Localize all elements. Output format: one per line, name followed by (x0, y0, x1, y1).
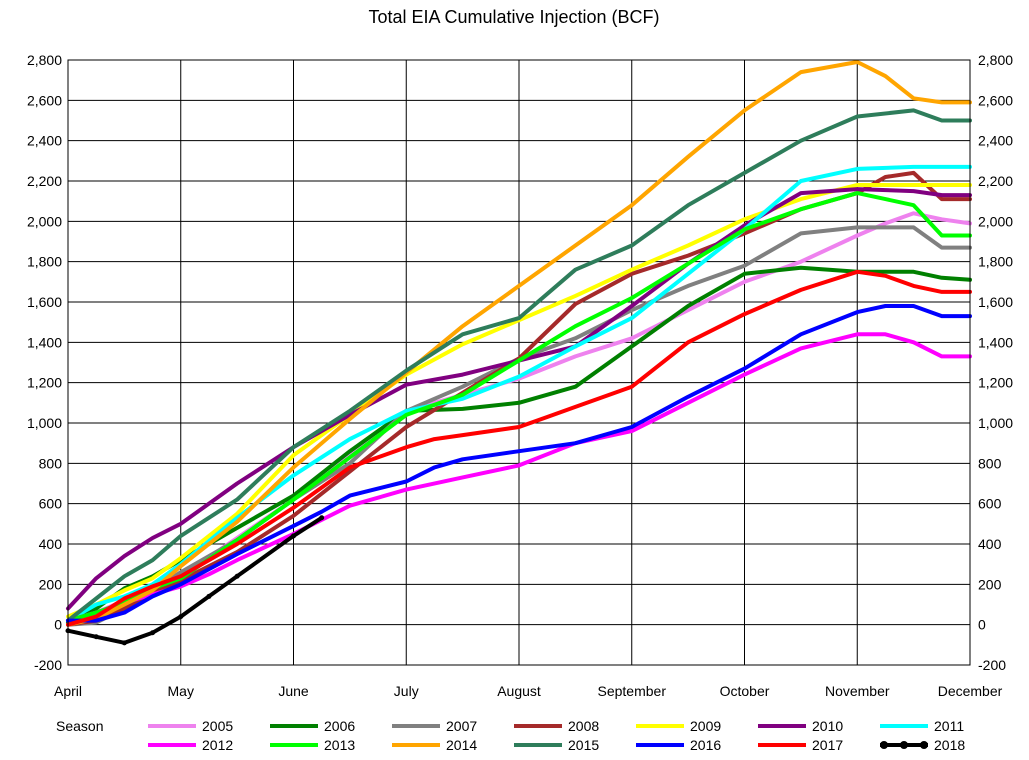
series-point-2018 (121, 640, 127, 646)
series-line-2016 (66, 304, 972, 623)
y-axis-right: -200 0 200 400 600 800 1,000 1,200 1,400 1,600 1,8… (978, 52, 1013, 673)
y-axis-left: -200 0 200 400 600 800 1,000 1,200 1,400 1,600 1,8… (27, 52, 62, 673)
x-tick-label: November (825, 683, 890, 699)
legend-label-2007: 2007 (446, 718, 477, 734)
y-tick-label-left: 2,200 (27, 173, 62, 189)
legend-label-2017: 2017 (812, 737, 843, 753)
y-tick-label-right: 2,200 (978, 173, 1013, 189)
legend-label-2018: 2018 (934, 737, 965, 753)
x-tick-label: August (497, 683, 541, 699)
legend-label-2013: 2013 (324, 737, 355, 753)
chart-title: Total EIA Cumulative Injection (BCF) (368, 7, 659, 27)
y-tick-label-right: 2,400 (978, 133, 1013, 149)
legend-label-2009: 2009 (690, 718, 721, 734)
legend-label-2012: 2012 (202, 737, 233, 753)
legend-marker (920, 741, 928, 749)
y-tick-label-right: 200 (978, 576, 1002, 592)
x-tick-label: April (54, 683, 82, 699)
y-tick-label-left: 400 (39, 536, 63, 552)
y-tick-label-left: 1,000 (27, 415, 62, 431)
legend-label-2016: 2016 (690, 737, 721, 753)
x-tick-label: December (938, 683, 1003, 699)
y-tick-label-right: 1,000 (978, 415, 1013, 431)
legend-label-2014: 2014 (446, 737, 477, 753)
y-tick-label-left: 600 (39, 496, 63, 512)
legend-label-2006: 2006 (324, 718, 355, 734)
x-tick-label: June (278, 683, 309, 699)
series-point-2018 (150, 630, 156, 636)
y-tick-label-left: 0 (54, 617, 62, 633)
y-tick-label-right: -200 (978, 657, 1006, 673)
y-tick-label-right: 0 (978, 617, 986, 633)
series-point-2018 (93, 634, 99, 640)
x-tick-label: May (168, 683, 194, 699)
legend-marker (900, 741, 908, 749)
legend-label-2005: 2005 (202, 718, 233, 734)
y-tick-label-left: 1,600 (27, 294, 62, 310)
y-tick-label-left: 2,600 (27, 92, 62, 108)
y-tick-label-left: 2,000 (27, 213, 62, 229)
y-tick-label-right: 1,800 (978, 254, 1013, 270)
series-line-2017 (66, 269, 972, 627)
y-tick-label-left: -200 (34, 657, 62, 673)
series-point-2018 (319, 515, 325, 521)
series-point-2018 (291, 533, 296, 539)
legend-label-2008: 2008 (568, 718, 599, 734)
series-line-2015 (66, 108, 972, 623)
y-tick-label-left: 1,400 (27, 334, 62, 350)
x-axis: April May June July August September October No… (54, 683, 1003, 699)
series-line-2010 (66, 187, 972, 611)
y-tick-label-right: 1,400 (978, 334, 1013, 350)
y-tick-label-right: 2,600 (978, 92, 1013, 108)
y-tick-label-right: 1,600 (978, 294, 1013, 310)
y-tick-label-right: 800 (978, 455, 1002, 471)
y-tick-label-right: 2,000 (978, 213, 1013, 229)
x-tick-label: September (598, 683, 667, 699)
series-line-2009 (66, 183, 972, 619)
x-tick-label: July (394, 683, 419, 699)
x-tick-label: October (720, 683, 770, 699)
series-point-2018 (206, 593, 212, 599)
y-tick-label-right: 2,800 (978, 52, 1013, 68)
plot-border (67, 59, 971, 666)
y-tick-label-right: 600 (978, 496, 1002, 512)
legend-label-2011: 2011 (934, 718, 964, 734)
series-lines (65, 60, 972, 646)
y-tick-label-left: 200 (39, 576, 63, 592)
y-tick-label-left: 2,400 (27, 133, 62, 149)
y-tick-label-left: 2,800 (27, 52, 62, 68)
legend-label-2015: 2015 (568, 737, 599, 753)
legend-label-2010: 2010 (812, 718, 843, 734)
legend: Season 2005 2006 2007 2008 2009 2010 2011 2012 2… (56, 718, 965, 753)
y-tick-label-left: 800 (39, 455, 63, 471)
legend-title: Season (56, 718, 103, 734)
series-point-2018 (234, 573, 240, 579)
series-line-2011 (66, 164, 972, 623)
series-point-2018 (178, 614, 184, 620)
legend-marker (880, 741, 888, 749)
y-tick-label-left: 1,200 (27, 375, 62, 391)
y-tick-label-left: 1,800 (27, 254, 62, 270)
y-tick-label-right: 400 (978, 536, 1002, 552)
y-tick-label-right: 1,200 (978, 375, 1013, 391)
